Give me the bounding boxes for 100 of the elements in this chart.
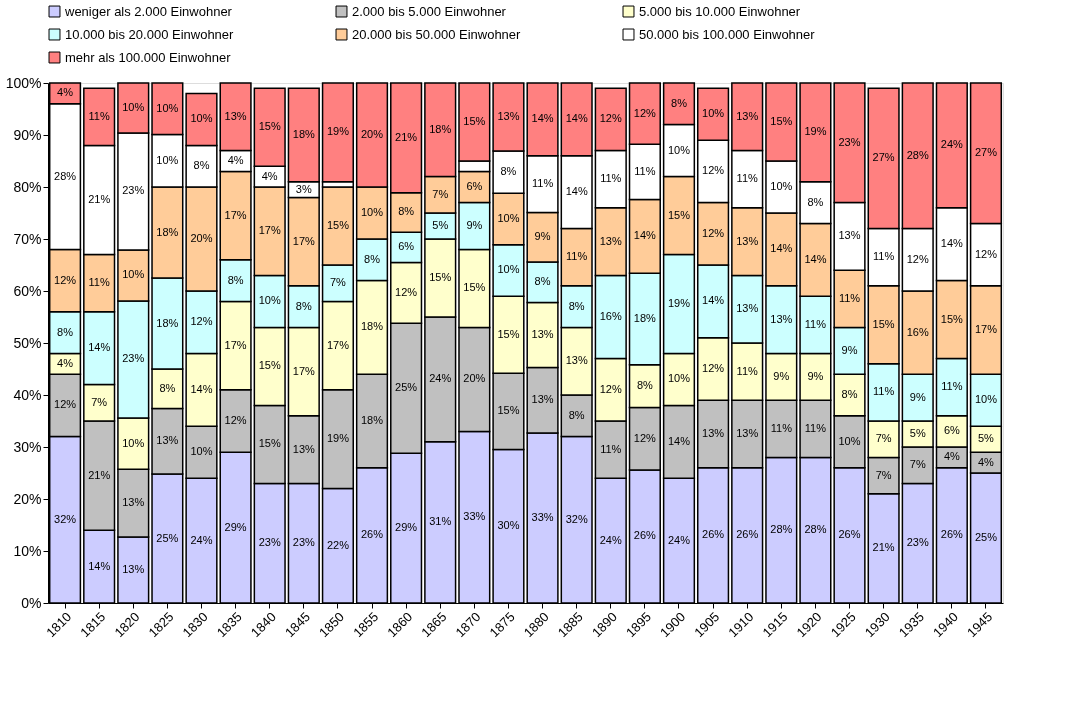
data-label: 4% — [261, 169, 278, 182]
data-label: 15% — [258, 359, 281, 372]
data-label: 15% — [258, 437, 281, 450]
data-label: 24% — [429, 372, 452, 385]
data-label: 10% — [190, 445, 213, 458]
y-tick-label: 100% — [5, 74, 42, 91]
data-label: 13% — [122, 496, 145, 509]
data-label: 26% — [702, 528, 725, 541]
data-label: 15% — [497, 404, 520, 417]
data-label: 13% — [770, 312, 793, 325]
data-label: 14% — [667, 434, 691, 447]
data-label: 26% — [633, 529, 657, 542]
data-label: 8% — [159, 381, 176, 394]
data-label: 10% — [122, 436, 145, 449]
data-label: 15% — [770, 115, 793, 127]
data-label: 32% — [54, 512, 77, 525]
data-label: 8% — [364, 252, 381, 265]
data-label: 7% — [875, 432, 892, 445]
data-label: 14% — [565, 185, 588, 198]
data-label: 8% — [671, 96, 688, 109]
data-label: 32% — [565, 512, 588, 525]
data-label: 19% — [804, 125, 827, 138]
data-label: 24% — [940, 138, 964, 151]
data-label: 10% — [122, 100, 145, 113]
data-label: 4% — [57, 86, 74, 99]
data-label: 11% — [600, 172, 622, 185]
data-label: 12% — [54, 398, 77, 411]
y-tick-label: 70% — [13, 230, 42, 247]
data-label: 8% — [636, 379, 654, 392]
data-label: 10% — [190, 112, 213, 125]
data-label: 14% — [940, 237, 964, 250]
data-label: 9% — [773, 369, 790, 382]
data-label: 13% — [736, 109, 759, 122]
data-label: 10% — [497, 263, 520, 276]
data-label: 11% — [634, 164, 656, 177]
data-label: 8% — [807, 195, 824, 208]
data-label: 17% — [258, 224, 281, 237]
data-label: 5% — [909, 427, 926, 439]
legend-label: mehr als 100.000 Einwohner — [65, 49, 232, 65]
data-label: 9% — [909, 390, 926, 403]
data-label: 23% — [122, 184, 145, 197]
data-label: 12% — [633, 106, 657, 119]
data-label: 10% — [156, 153, 179, 166]
data-label: 9% — [534, 230, 551, 243]
data-label: 26% — [361, 528, 384, 541]
y-tick-label: 30% — [13, 438, 42, 455]
data-label: 14% — [804, 252, 827, 265]
data-label: 15% — [429, 271, 452, 283]
data-label: 15% — [940, 312, 964, 325]
data-label: 11% — [804, 421, 827, 434]
data-label: 19% — [326, 125, 350, 138]
data-label: 13% — [702, 427, 725, 439]
data-label: 8% — [500, 165, 517, 178]
data-label: 14% — [633, 229, 657, 242]
data-label: 14% — [531, 112, 554, 125]
data-label: 6% — [943, 424, 960, 437]
data-label: 33% — [463, 510, 486, 523]
data-label: 23% — [122, 352, 145, 365]
data-label: 13% — [122, 562, 145, 575]
data-label: 24% — [190, 533, 213, 546]
data-label: 13% — [531, 393, 554, 406]
y-tick-label: 50% — [13, 334, 42, 351]
data-label: 9% — [841, 343, 858, 356]
data-label: 18% — [156, 316, 179, 329]
data-label: 12% — [906, 252, 929, 265]
data-label: 33% — [531, 510, 554, 523]
data-label: 11% — [736, 172, 759, 185]
data-label: 4% — [57, 356, 74, 369]
data-label: 15% — [872, 317, 895, 330]
data-label: 28% — [770, 523, 793, 536]
data-label: 30% — [497, 519, 520, 532]
data-label: 15% — [326, 219, 350, 231]
data-label: 23% — [838, 135, 861, 148]
data-label: 26% — [736, 528, 759, 541]
data-label: 11% — [600, 442, 622, 455]
data-label: 15% — [258, 120, 281, 133]
data-label: 8% — [57, 325, 74, 338]
legend-label: 20.000 bis 50.000 Einwohner — [352, 26, 522, 42]
data-label: 10% — [974, 393, 998, 406]
data-label: 21% — [872, 541, 895, 554]
data-label: 3% — [295, 182, 312, 195]
data-label: 13% — [736, 234, 759, 247]
data-label: 21% — [395, 130, 418, 143]
data-label: 18% — [361, 414, 384, 426]
data-label: 8% — [568, 299, 585, 312]
data-label: 12% — [54, 273, 77, 286]
data-label: 11% — [804, 317, 827, 330]
data-label: 17% — [292, 234, 316, 247]
data-label: 18% — [633, 312, 657, 325]
data-label: 28% — [906, 148, 929, 161]
data-label: 24% — [599, 533, 622, 546]
data-label: 10% — [258, 294, 281, 307]
data-label: 15% — [463, 281, 486, 294]
data-label: 27% — [974, 146, 998, 159]
data-label: 15% — [667, 208, 691, 221]
data-label: 20% — [463, 372, 486, 385]
data-label: 18% — [429, 122, 452, 135]
data-label: 9% — [466, 219, 483, 231]
data-label: 17% — [974, 323, 998, 335]
data-label: 8% — [227, 273, 244, 286]
